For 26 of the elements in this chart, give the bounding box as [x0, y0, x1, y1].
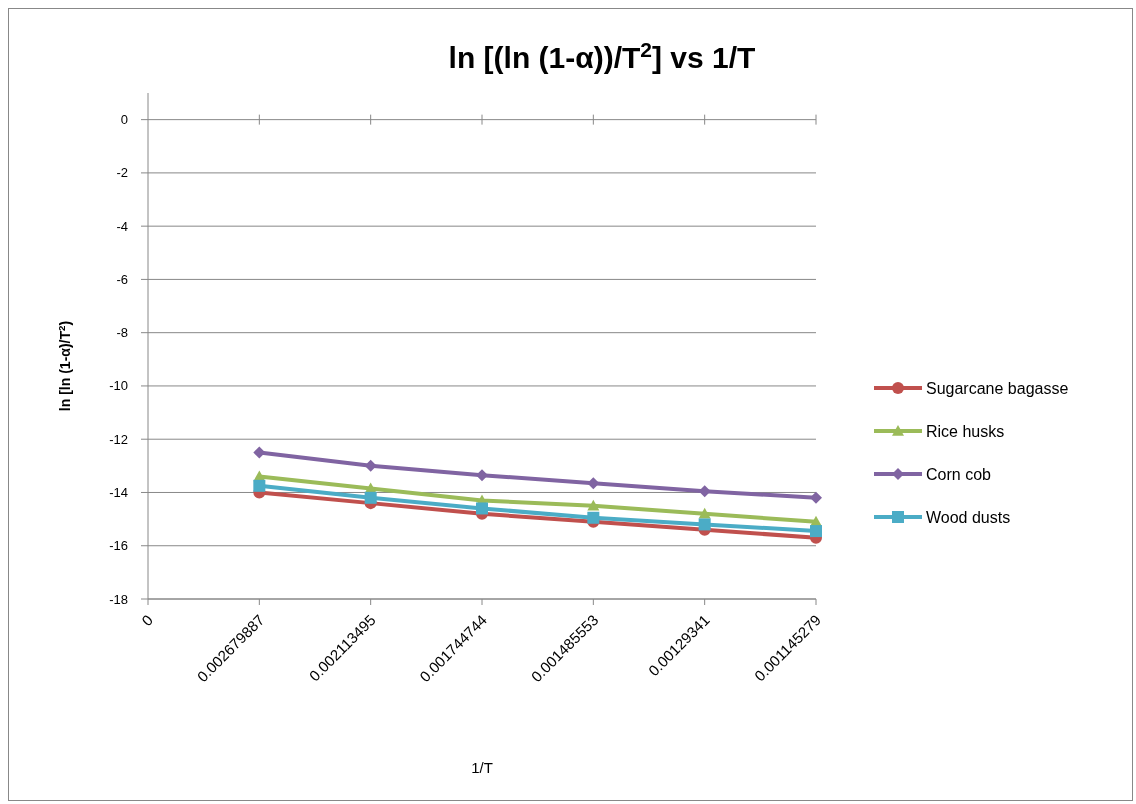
y-tick-label: -8 — [116, 325, 128, 341]
point — [253, 479, 266, 492]
x-tick-label: 0 — [138, 611, 157, 630]
point — [698, 518, 711, 531]
chart-title: ln [(ln (1-α))/T$^{2}$] vs 1/T — [448, 37, 756, 74]
legend-label: Corn cob — [926, 465, 992, 483]
point — [810, 525, 822, 538]
y-tick-label: -18 — [109, 591, 128, 607]
point — [364, 491, 377, 504]
legend-label: Rice husks — [926, 422, 1005, 440]
x-axis-title: 1/T — [471, 759, 493, 776]
point — [476, 502, 488, 515]
y-tick-label: -4 — [116, 218, 128, 234]
y-tick-label: -14 — [109, 485, 128, 501]
point — [810, 491, 822, 504]
legend-label: Wood dusts — [926, 508, 1011, 526]
legend-label: Sugarcane bagasse — [926, 379, 1069, 397]
y-tick-label: -12 — [109, 431, 128, 447]
point — [476, 469, 488, 482]
y-tick-label: -6 — [116, 271, 128, 287]
y-tick-label: -2 — [116, 165, 128, 181]
y-tick-label: -10 — [109, 378, 128, 394]
y-tick-label: -16 — [109, 538, 128, 554]
point — [587, 499, 600, 511]
y-tick-label: 0 — [120, 112, 128, 128]
point — [587, 511, 600, 524]
